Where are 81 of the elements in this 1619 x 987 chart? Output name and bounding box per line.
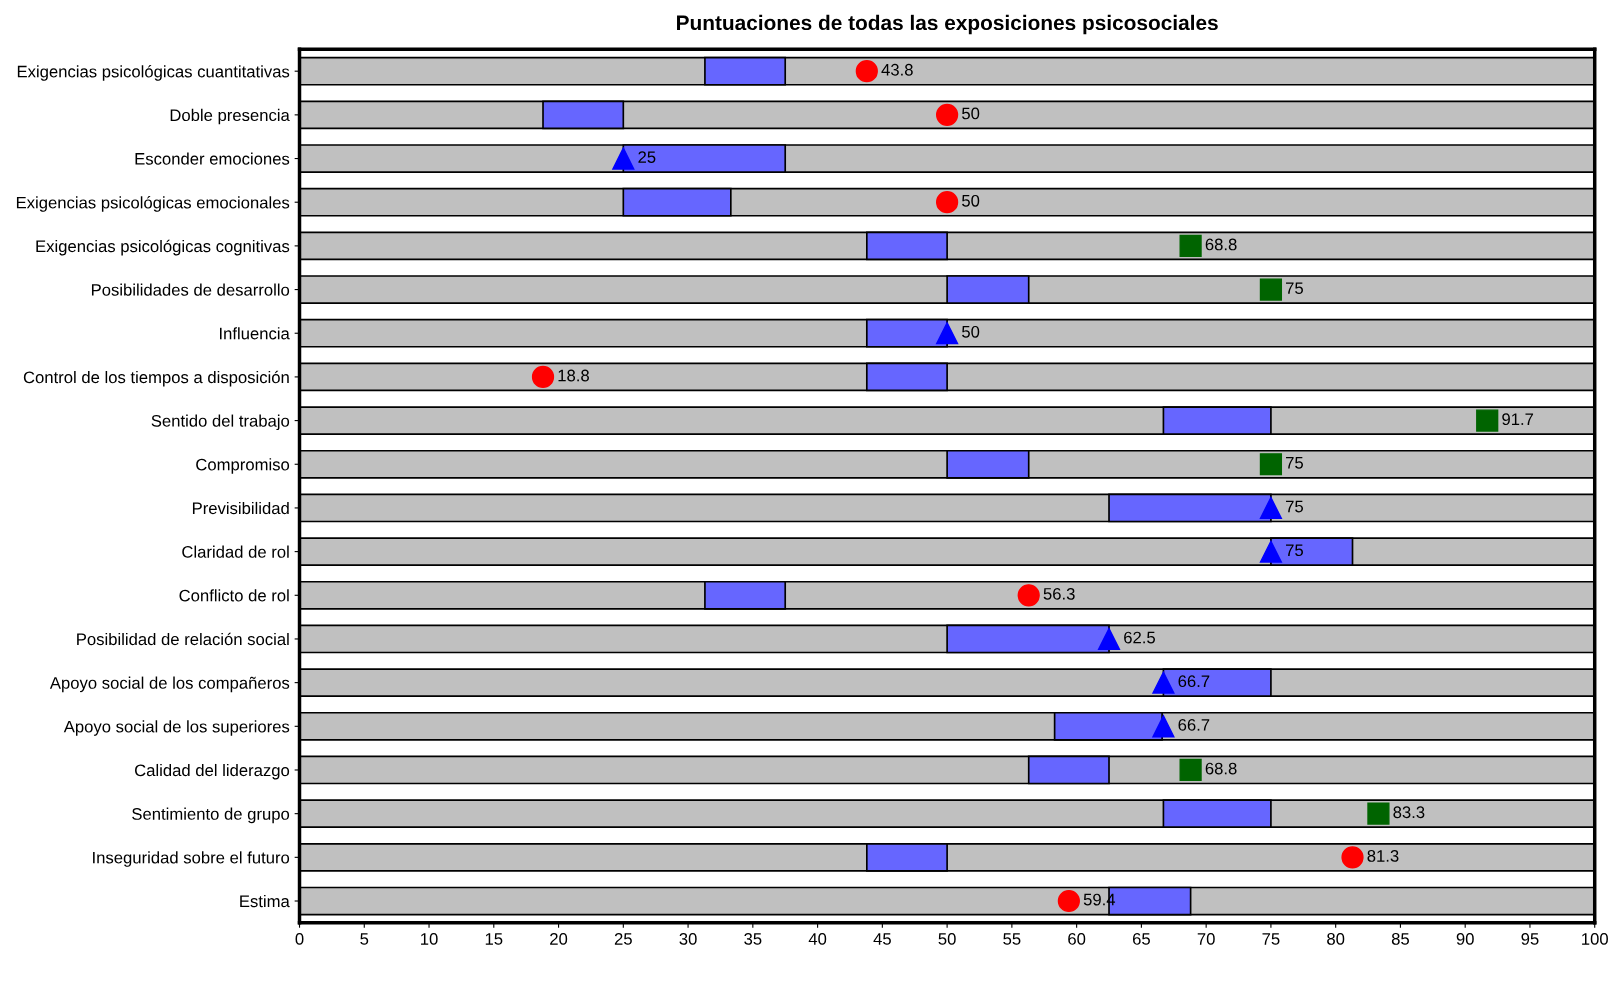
x-tick-label: 80 <box>1327 933 1345 945</box>
point <box>936 191 959 214</box>
x-tick-label: 30 <box>679 933 697 945</box>
x-tick-label: 50 <box>938 933 956 945</box>
x-tick-label: 25 <box>614 933 632 945</box>
data-label: 56.3 <box>1043 587 1075 600</box>
data-label: 25 <box>638 151 656 164</box>
point <box>1057 889 1080 913</box>
data-label: 75 <box>1286 282 1303 295</box>
point <box>1259 540 1283 563</box>
y-tick-label: Sentimiento de grupo <box>132 807 290 824</box>
x-tick-label: 100 <box>1582 933 1608 945</box>
point <box>1017 584 1040 607</box>
y-tick-label: Compromiso <box>196 458 290 474</box>
data-label: 18.8 <box>558 369 589 382</box>
data-label: 66.7 <box>1178 675 1210 688</box>
x-tick-label: 10 <box>421 933 438 945</box>
y-tick-label: Influencia <box>219 327 290 340</box>
y-tick-label: Inseguridad sobre el futuro <box>93 851 290 867</box>
x-tick-label: 55 <box>1003 933 1021 945</box>
y-tick-label: Posibilidad de relación social <box>77 632 289 646</box>
x-tick-label: 45 <box>873 933 891 945</box>
chart-title: Puntuaciones de todas las exposiciones psicosociales <box>677 14 1218 35</box>
point <box>1097 627 1121 651</box>
point <box>936 103 959 126</box>
data-label: 68.8 <box>1205 238 1237 251</box>
x-tick-label: 85 <box>1391 933 1410 945</box>
x-tick-label: 5 <box>360 933 369 945</box>
y-tick-label: Doble presencia <box>170 108 290 125</box>
y-tick-label: Exigencias psicológicas cuantitativas <box>17 65 290 81</box>
point <box>612 147 635 170</box>
data-label: 50 <box>962 325 980 338</box>
data-label: 91.7 <box>1502 413 1534 426</box>
point <box>936 322 959 345</box>
point <box>1259 453 1283 476</box>
data-label: 50 <box>962 107 980 120</box>
point <box>1476 409 1499 432</box>
point <box>1152 671 1175 694</box>
point <box>1259 278 1283 301</box>
x-tick-label: 60 <box>1068 933 1086 945</box>
data-label: 50 <box>962 194 980 207</box>
point <box>1367 802 1390 825</box>
y-tick-label: Exigencias psicológicas emocionales <box>16 196 290 212</box>
data-label: 68.8 <box>1205 762 1237 775</box>
y-tick-label: Apoyo social de los superiores <box>63 720 290 736</box>
x-tick-label: 75 <box>1262 933 1280 945</box>
x-tick-label: 0 <box>295 933 304 945</box>
point <box>531 365 555 389</box>
point <box>1259 496 1283 520</box>
point <box>855 60 878 83</box>
y-tick-label: Previsibilidad <box>192 501 289 515</box>
x-tick-label: 40 <box>808 933 827 945</box>
y-tick-label: Esconder emociones <box>135 152 290 165</box>
data-label: 75 <box>1286 500 1303 513</box>
y-tick-label: Posibilidades de desarrollo <box>91 283 290 296</box>
point <box>1152 715 1175 738</box>
y-tick-label: Estima <box>240 894 290 908</box>
x-tick-label: 20 <box>550 933 568 945</box>
data-label: 75 <box>1286 544 1303 557</box>
y-tick-label: Apoyo social de los compañeros <box>49 676 290 693</box>
point <box>1179 234 1202 257</box>
data-label: 83.3 <box>1393 806 1425 819</box>
x-tick-label: 65 <box>1132 933 1150 945</box>
point <box>1179 758 1202 782</box>
x-tick-label: 90 <box>1456 933 1474 945</box>
x-tick-label: 15 <box>485 933 503 945</box>
data-label: 81.3 <box>1367 850 1399 862</box>
data-label: 62.5 <box>1124 631 1155 644</box>
point <box>1341 846 1364 869</box>
y-tick-label: Sentido del trabajo <box>151 414 290 431</box>
data-label: 43.8 <box>881 63 913 76</box>
y-tick-label: Claridad de rol <box>182 545 289 558</box>
x-tick-label: 70 <box>1197 933 1215 945</box>
y-tick-label: Exigencias psicológicas cognitivas <box>36 239 290 256</box>
data-label: 66.7 <box>1178 718 1210 731</box>
x-tick-label: 95 <box>1521 933 1539 945</box>
y-tick-label: Control de los tiempos a disposición <box>23 370 289 387</box>
y-tick-label: Conflicto de rol <box>179 589 289 602</box>
x-tick-label: 35 <box>744 933 762 945</box>
data-label: 75 <box>1286 457 1303 469</box>
y-tick-label: Calidad del liderazgo <box>134 763 290 780</box>
